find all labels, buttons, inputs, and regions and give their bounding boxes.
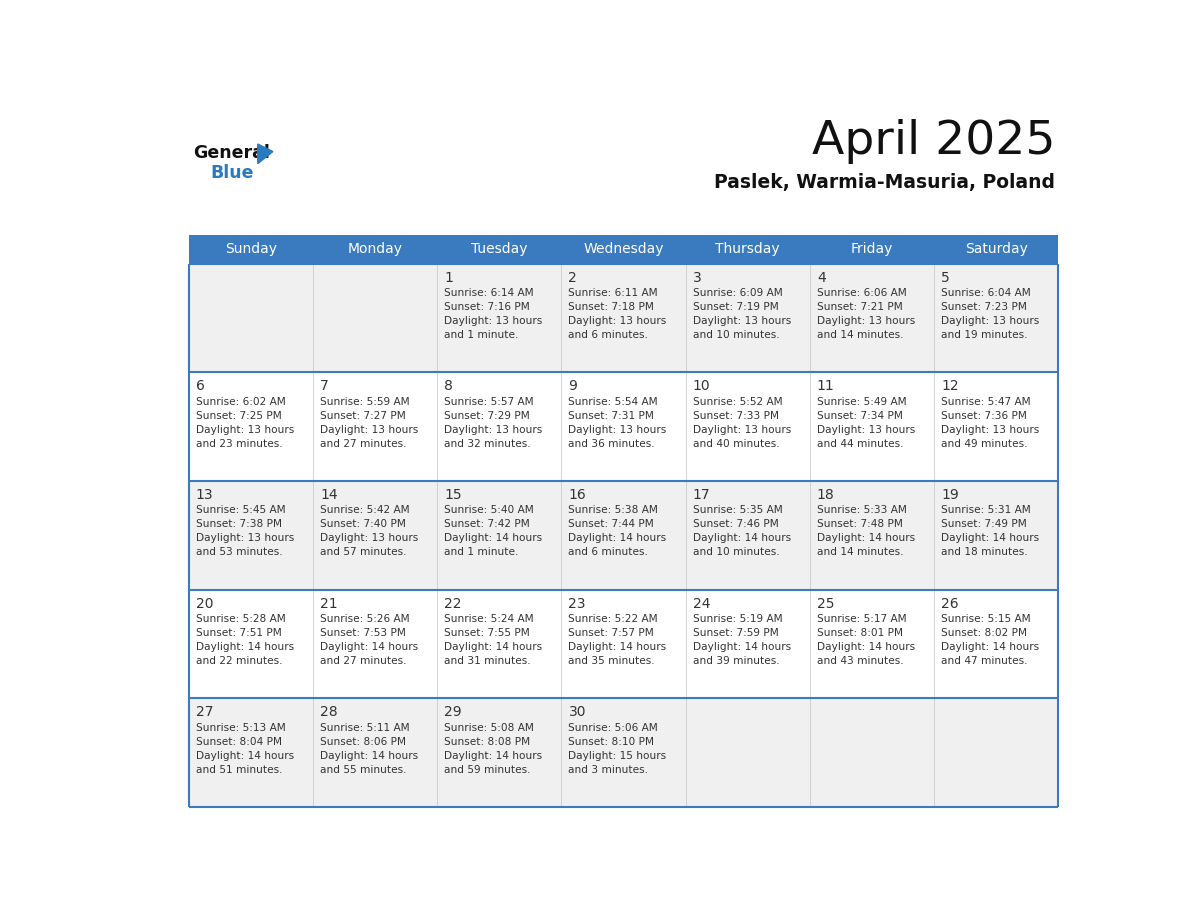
Text: Sunrise: 5:45 AM
Sunset: 7:38 PM
Daylight: 13 hours
and 53 minutes.: Sunrise: 5:45 AM Sunset: 7:38 PM Dayligh… xyxy=(196,505,293,557)
Bar xyxy=(189,373,1059,481)
Text: 11: 11 xyxy=(817,379,835,393)
Text: Sunrise: 5:31 AM
Sunset: 7:49 PM
Daylight: 14 hours
and 18 minutes.: Sunrise: 5:31 AM Sunset: 7:49 PM Dayligh… xyxy=(941,505,1040,557)
Text: 22: 22 xyxy=(444,597,462,610)
Text: Sunrise: 5:52 AM
Sunset: 7:33 PM
Daylight: 13 hours
and 40 minutes.: Sunrise: 5:52 AM Sunset: 7:33 PM Dayligh… xyxy=(693,397,791,449)
Text: Sunrise: 6:09 AM
Sunset: 7:19 PM
Daylight: 13 hours
and 10 minutes.: Sunrise: 6:09 AM Sunset: 7:19 PM Dayligh… xyxy=(693,288,791,340)
Bar xyxy=(189,263,1059,373)
Bar xyxy=(685,235,810,263)
Text: Sunrise: 5:26 AM
Sunset: 7:53 PM
Daylight: 14 hours
and 27 minutes.: Sunrise: 5:26 AM Sunset: 7:53 PM Dayligh… xyxy=(320,614,418,666)
Bar xyxy=(189,589,1059,699)
Text: Sunrise: 5:59 AM
Sunset: 7:27 PM
Daylight: 13 hours
and 27 minutes.: Sunrise: 5:59 AM Sunset: 7:27 PM Dayligh… xyxy=(320,397,418,449)
Text: Sunrise: 5:08 AM
Sunset: 8:08 PM
Daylight: 14 hours
and 59 minutes.: Sunrise: 5:08 AM Sunset: 8:08 PM Dayligh… xyxy=(444,722,543,775)
Text: 9: 9 xyxy=(568,379,577,393)
Text: 3: 3 xyxy=(693,271,701,285)
Text: 28: 28 xyxy=(320,705,337,720)
Text: 7: 7 xyxy=(320,379,329,393)
Text: 29: 29 xyxy=(444,705,462,720)
Text: Wednesday: Wednesday xyxy=(583,242,664,256)
Text: 6: 6 xyxy=(196,379,204,393)
Polygon shape xyxy=(258,144,273,163)
Text: Friday: Friday xyxy=(851,242,893,256)
Text: Sunrise: 5:17 AM
Sunset: 8:01 PM
Daylight: 14 hours
and 43 minutes.: Sunrise: 5:17 AM Sunset: 8:01 PM Dayligh… xyxy=(817,614,915,666)
Bar xyxy=(189,235,312,263)
Text: Sunday: Sunday xyxy=(225,242,277,256)
Text: 14: 14 xyxy=(320,488,337,502)
Text: Sunrise: 6:02 AM
Sunset: 7:25 PM
Daylight: 13 hours
and 23 minutes.: Sunrise: 6:02 AM Sunset: 7:25 PM Dayligh… xyxy=(196,397,293,449)
Text: Sunrise: 5:22 AM
Sunset: 7:57 PM
Daylight: 14 hours
and 35 minutes.: Sunrise: 5:22 AM Sunset: 7:57 PM Dayligh… xyxy=(568,614,666,666)
Text: 1: 1 xyxy=(444,271,453,285)
Text: Sunrise: 5:24 AM
Sunset: 7:55 PM
Daylight: 14 hours
and 31 minutes.: Sunrise: 5:24 AM Sunset: 7:55 PM Dayligh… xyxy=(444,614,543,666)
Bar xyxy=(189,481,1059,589)
Text: Sunrise: 5:49 AM
Sunset: 7:34 PM
Daylight: 13 hours
and 44 minutes.: Sunrise: 5:49 AM Sunset: 7:34 PM Dayligh… xyxy=(817,397,915,449)
Text: Sunrise: 5:33 AM
Sunset: 7:48 PM
Daylight: 14 hours
and 14 minutes.: Sunrise: 5:33 AM Sunset: 7:48 PM Dayligh… xyxy=(817,505,915,557)
Text: Blue: Blue xyxy=(210,164,254,182)
Text: 19: 19 xyxy=(941,488,959,502)
Text: 26: 26 xyxy=(941,597,959,610)
Text: 15: 15 xyxy=(444,488,462,502)
Text: 21: 21 xyxy=(320,597,337,610)
Text: 27: 27 xyxy=(196,705,214,720)
Text: 16: 16 xyxy=(568,488,586,502)
Text: Sunrise: 6:11 AM
Sunset: 7:18 PM
Daylight: 13 hours
and 6 minutes.: Sunrise: 6:11 AM Sunset: 7:18 PM Dayligh… xyxy=(568,288,666,340)
Text: Sunrise: 5:11 AM
Sunset: 8:06 PM
Daylight: 14 hours
and 55 minutes.: Sunrise: 5:11 AM Sunset: 8:06 PM Dayligh… xyxy=(320,722,418,775)
Text: Sunrise: 5:19 AM
Sunset: 7:59 PM
Daylight: 14 hours
and 39 minutes.: Sunrise: 5:19 AM Sunset: 7:59 PM Dayligh… xyxy=(693,614,791,666)
Text: 30: 30 xyxy=(568,705,586,720)
Text: Thursday: Thursday xyxy=(715,242,781,256)
Text: 23: 23 xyxy=(568,597,586,610)
Bar xyxy=(810,235,934,263)
Text: 5: 5 xyxy=(941,271,950,285)
Text: 8: 8 xyxy=(444,379,453,393)
Text: Saturday: Saturday xyxy=(965,242,1028,256)
Text: Monday: Monday xyxy=(348,242,403,256)
Bar xyxy=(437,235,562,263)
Text: Sunrise: 5:47 AM
Sunset: 7:36 PM
Daylight: 13 hours
and 49 minutes.: Sunrise: 5:47 AM Sunset: 7:36 PM Dayligh… xyxy=(941,397,1040,449)
Text: Sunrise: 5:42 AM
Sunset: 7:40 PM
Daylight: 13 hours
and 57 minutes.: Sunrise: 5:42 AM Sunset: 7:40 PM Dayligh… xyxy=(320,505,418,557)
Text: Sunrise: 5:13 AM
Sunset: 8:04 PM
Daylight: 14 hours
and 51 minutes.: Sunrise: 5:13 AM Sunset: 8:04 PM Dayligh… xyxy=(196,722,293,775)
Text: Sunrise: 5:06 AM
Sunset: 8:10 PM
Daylight: 15 hours
and 3 minutes.: Sunrise: 5:06 AM Sunset: 8:10 PM Dayligh… xyxy=(568,722,666,775)
Text: 13: 13 xyxy=(196,488,214,502)
Text: Sunrise: 5:54 AM
Sunset: 7:31 PM
Daylight: 13 hours
and 36 minutes.: Sunrise: 5:54 AM Sunset: 7:31 PM Dayligh… xyxy=(568,397,666,449)
Text: Tuesday: Tuesday xyxy=(472,242,527,256)
Text: 17: 17 xyxy=(693,488,710,502)
Text: Sunrise: 6:14 AM
Sunset: 7:16 PM
Daylight: 13 hours
and 1 minute.: Sunrise: 6:14 AM Sunset: 7:16 PM Dayligh… xyxy=(444,288,543,340)
Text: Sunrise: 5:57 AM
Sunset: 7:29 PM
Daylight: 13 hours
and 32 minutes.: Sunrise: 5:57 AM Sunset: 7:29 PM Dayligh… xyxy=(444,397,543,449)
Text: General: General xyxy=(194,144,271,162)
Text: 12: 12 xyxy=(941,379,959,393)
Bar xyxy=(934,235,1059,263)
Text: April 2025: April 2025 xyxy=(811,119,1055,164)
Text: 18: 18 xyxy=(817,488,835,502)
Text: 20: 20 xyxy=(196,597,214,610)
Text: 10: 10 xyxy=(693,379,710,393)
Text: Paslek, Warmia-Masuria, Poland: Paslek, Warmia-Masuria, Poland xyxy=(714,174,1055,192)
Text: Sunrise: 6:06 AM
Sunset: 7:21 PM
Daylight: 13 hours
and 14 minutes.: Sunrise: 6:06 AM Sunset: 7:21 PM Dayligh… xyxy=(817,288,915,340)
Text: Sunrise: 5:28 AM
Sunset: 7:51 PM
Daylight: 14 hours
and 22 minutes.: Sunrise: 5:28 AM Sunset: 7:51 PM Dayligh… xyxy=(196,614,293,666)
Text: 4: 4 xyxy=(817,271,826,285)
Text: Sunrise: 5:40 AM
Sunset: 7:42 PM
Daylight: 14 hours
and 1 minute.: Sunrise: 5:40 AM Sunset: 7:42 PM Dayligh… xyxy=(444,505,543,557)
Text: Sunrise: 5:15 AM
Sunset: 8:02 PM
Daylight: 14 hours
and 47 minutes.: Sunrise: 5:15 AM Sunset: 8:02 PM Dayligh… xyxy=(941,614,1040,666)
Bar xyxy=(312,235,437,263)
Text: Sunrise: 6:04 AM
Sunset: 7:23 PM
Daylight: 13 hours
and 19 minutes.: Sunrise: 6:04 AM Sunset: 7:23 PM Dayligh… xyxy=(941,288,1040,340)
Text: Sunrise: 5:38 AM
Sunset: 7:44 PM
Daylight: 14 hours
and 6 minutes.: Sunrise: 5:38 AM Sunset: 7:44 PM Dayligh… xyxy=(568,505,666,557)
Text: 24: 24 xyxy=(693,597,710,610)
Text: 25: 25 xyxy=(817,597,834,610)
Bar xyxy=(189,699,1059,807)
Text: 2: 2 xyxy=(568,271,577,285)
Text: Sunrise: 5:35 AM
Sunset: 7:46 PM
Daylight: 14 hours
and 10 minutes.: Sunrise: 5:35 AM Sunset: 7:46 PM Dayligh… xyxy=(693,505,791,557)
Bar xyxy=(562,235,685,263)
